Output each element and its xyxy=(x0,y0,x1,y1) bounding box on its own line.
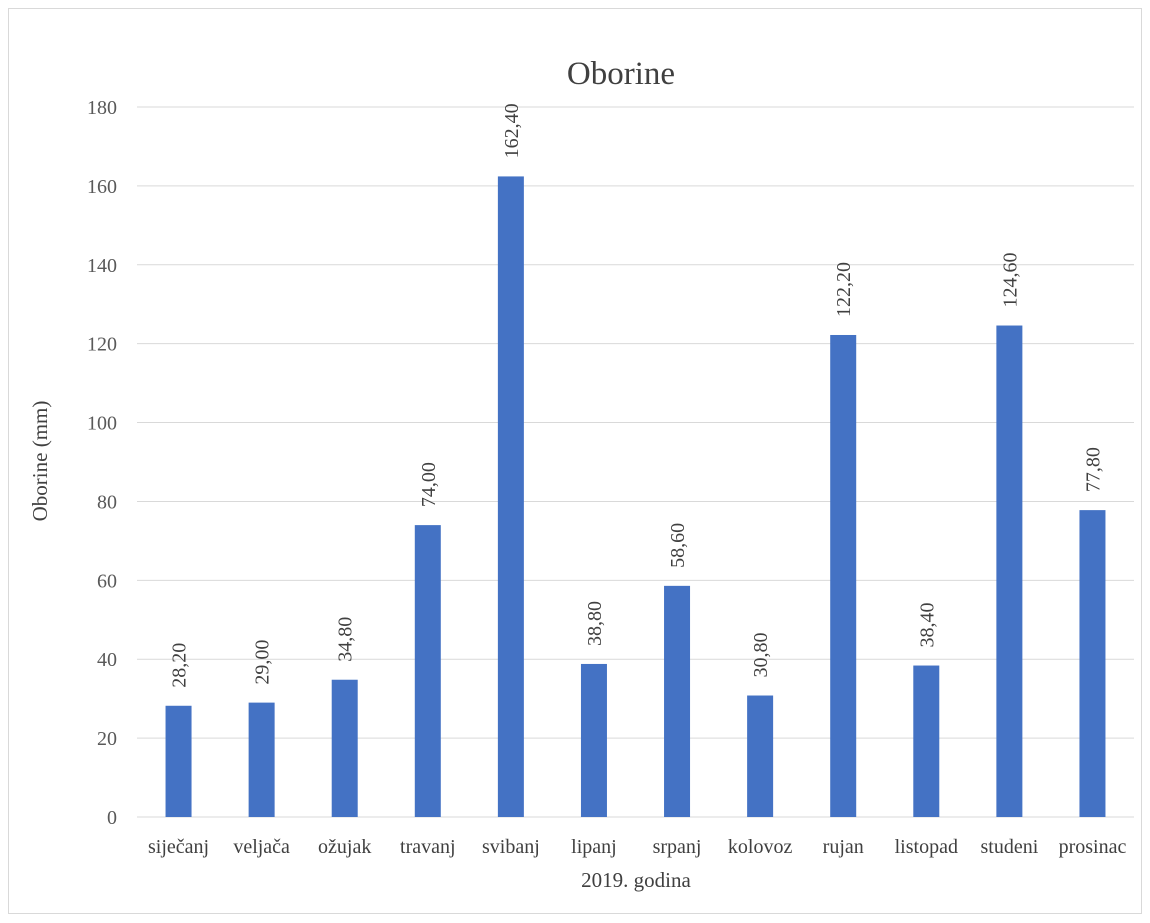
data-labels: 28,20 29,00 34,80 74,00 162,40 38,80 58,60 30,8… xyxy=(169,103,1105,687)
y-tick-label: 140 xyxy=(87,255,117,277)
data-label: 38,80 xyxy=(584,601,606,646)
y-tick-label: 120 xyxy=(87,334,117,356)
data-label: 124,60 xyxy=(999,253,1021,308)
x-tick-label: rujan xyxy=(823,836,864,858)
bar xyxy=(497,176,524,817)
bar xyxy=(747,695,774,817)
x-tick-label: kolovoz xyxy=(728,836,793,858)
data-label: 38,40 xyxy=(916,603,938,648)
x-axis-ticks: siječanj veljača ožujak travanj svibanj lipan… xyxy=(148,836,1126,858)
bar xyxy=(580,663,607,817)
y-tick-label: 180 xyxy=(87,97,117,119)
bar xyxy=(830,334,857,817)
x-tick-label: travanj xyxy=(400,836,456,858)
x-tick-label: svibanj xyxy=(482,836,540,858)
bar xyxy=(664,585,691,817)
data-label: 74,00 xyxy=(418,462,440,507)
y-axis-ticks: 0 20 40 60 80 100 120 140 160 180 xyxy=(87,97,117,829)
data-label: 122,20 xyxy=(833,262,855,317)
y-tick-label: 100 xyxy=(87,413,117,435)
data-label: 29,00 xyxy=(252,640,274,685)
x-tick-label: veljača xyxy=(233,836,290,858)
data-label: 28,20 xyxy=(169,643,191,688)
data-label: 30,80 xyxy=(750,633,772,678)
x-axis-title: 2019. godina xyxy=(581,868,691,892)
x-tick-label: listopad xyxy=(895,836,958,858)
bar xyxy=(913,665,940,817)
data-label: 162,40 xyxy=(501,103,523,158)
bar xyxy=(165,705,192,817)
x-tick-label: siječanj xyxy=(148,836,209,858)
data-label: 77,80 xyxy=(1082,447,1104,492)
x-tick-label: prosinac xyxy=(1059,836,1127,858)
y-tick-label: 40 xyxy=(97,649,117,671)
data-label: 58,60 xyxy=(667,523,689,568)
bar xyxy=(414,525,441,817)
data-label: 34,80 xyxy=(335,617,357,662)
bar xyxy=(248,702,275,817)
gridlines xyxy=(137,106,1134,818)
x-tick-label: lipanj xyxy=(571,836,617,858)
y-tick-label: 20 xyxy=(97,728,117,750)
y-tick-label: 160 xyxy=(87,176,117,198)
bar xyxy=(996,325,1023,817)
x-tick-label: ožujak xyxy=(318,836,371,858)
y-tick-label: 80 xyxy=(97,491,117,513)
bar xyxy=(331,679,358,817)
bars xyxy=(165,176,1106,817)
x-tick-label: srpanj xyxy=(653,836,702,858)
chart-frame xyxy=(8,8,1142,914)
y-tick-label: 60 xyxy=(97,570,117,592)
y-tick-label: 0 xyxy=(107,807,117,829)
bar xyxy=(1079,510,1106,817)
x-tick-label: studeni xyxy=(980,836,1038,858)
chart-title: Oborine xyxy=(567,56,675,92)
y-axis-title: Oborine (mm) xyxy=(28,401,52,522)
